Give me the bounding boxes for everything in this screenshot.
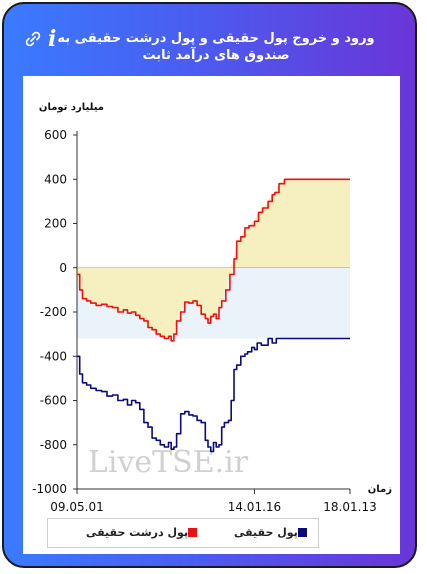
legend-label-big-real-money: پول درشت حقیقی <box>86 526 189 539</box>
y-tick-label-1: 400 <box>44 172 67 186</box>
y-tick-label-3: 0 <box>59 261 67 275</box>
legend-swatch-red <box>188 528 198 537</box>
y-tick-label-4: -200 <box>40 305 67 319</box>
legend-swatch-navy <box>297 528 307 537</box>
legend-label-real-money: پول حقیقی <box>234 526 298 539</box>
watermark: LiveTSE.ir <box>88 445 249 480</box>
x-axis-label: زمان <box>368 484 392 495</box>
y-axis-label: میلیارد تومان <box>39 102 104 113</box>
y-tick-label-7: -800 <box>40 438 67 452</box>
y-tick-label-2: 200 <box>44 217 67 231</box>
positive-mask <box>77 179 350 268</box>
series-line-1 <box>77 178 350 342</box>
x-tick-label-0: 09.05.01 <box>50 500 103 514</box>
legend-item-big-real-money[interactable]: پول درشت حقیقی <box>86 526 203 539</box>
y-tick-label-5: -400 <box>40 349 67 363</box>
x-tick-label-2: 18.01.13 <box>323 500 376 514</box>
legend-item-real-money[interactable]: پول حقیقی <box>234 526 313 539</box>
series-line-0 <box>77 337 350 453</box>
link-icon[interactable] <box>24 30 42 48</box>
chart-title: ورود و خروج پول حقیقی و پول درشت حقیقی ب… <box>57 31 375 63</box>
chart-header: i ورود و خروج پول حقیقی و پول درشت حقیقی… <box>24 22 404 72</box>
info-icon[interactable]: i <box>48 26 57 52</box>
legend: پول حقیقی پول درشت حقیقی <box>47 518 319 548</box>
y-tick-label-8: -1000 <box>32 482 67 496</box>
y-tick-label-0: 600 <box>44 128 67 142</box>
x-tick-label-1: 14.01.16 <box>228 500 281 514</box>
red-area-fill <box>77 267 350 341</box>
y-tick-label-6: -600 <box>40 394 67 408</box>
